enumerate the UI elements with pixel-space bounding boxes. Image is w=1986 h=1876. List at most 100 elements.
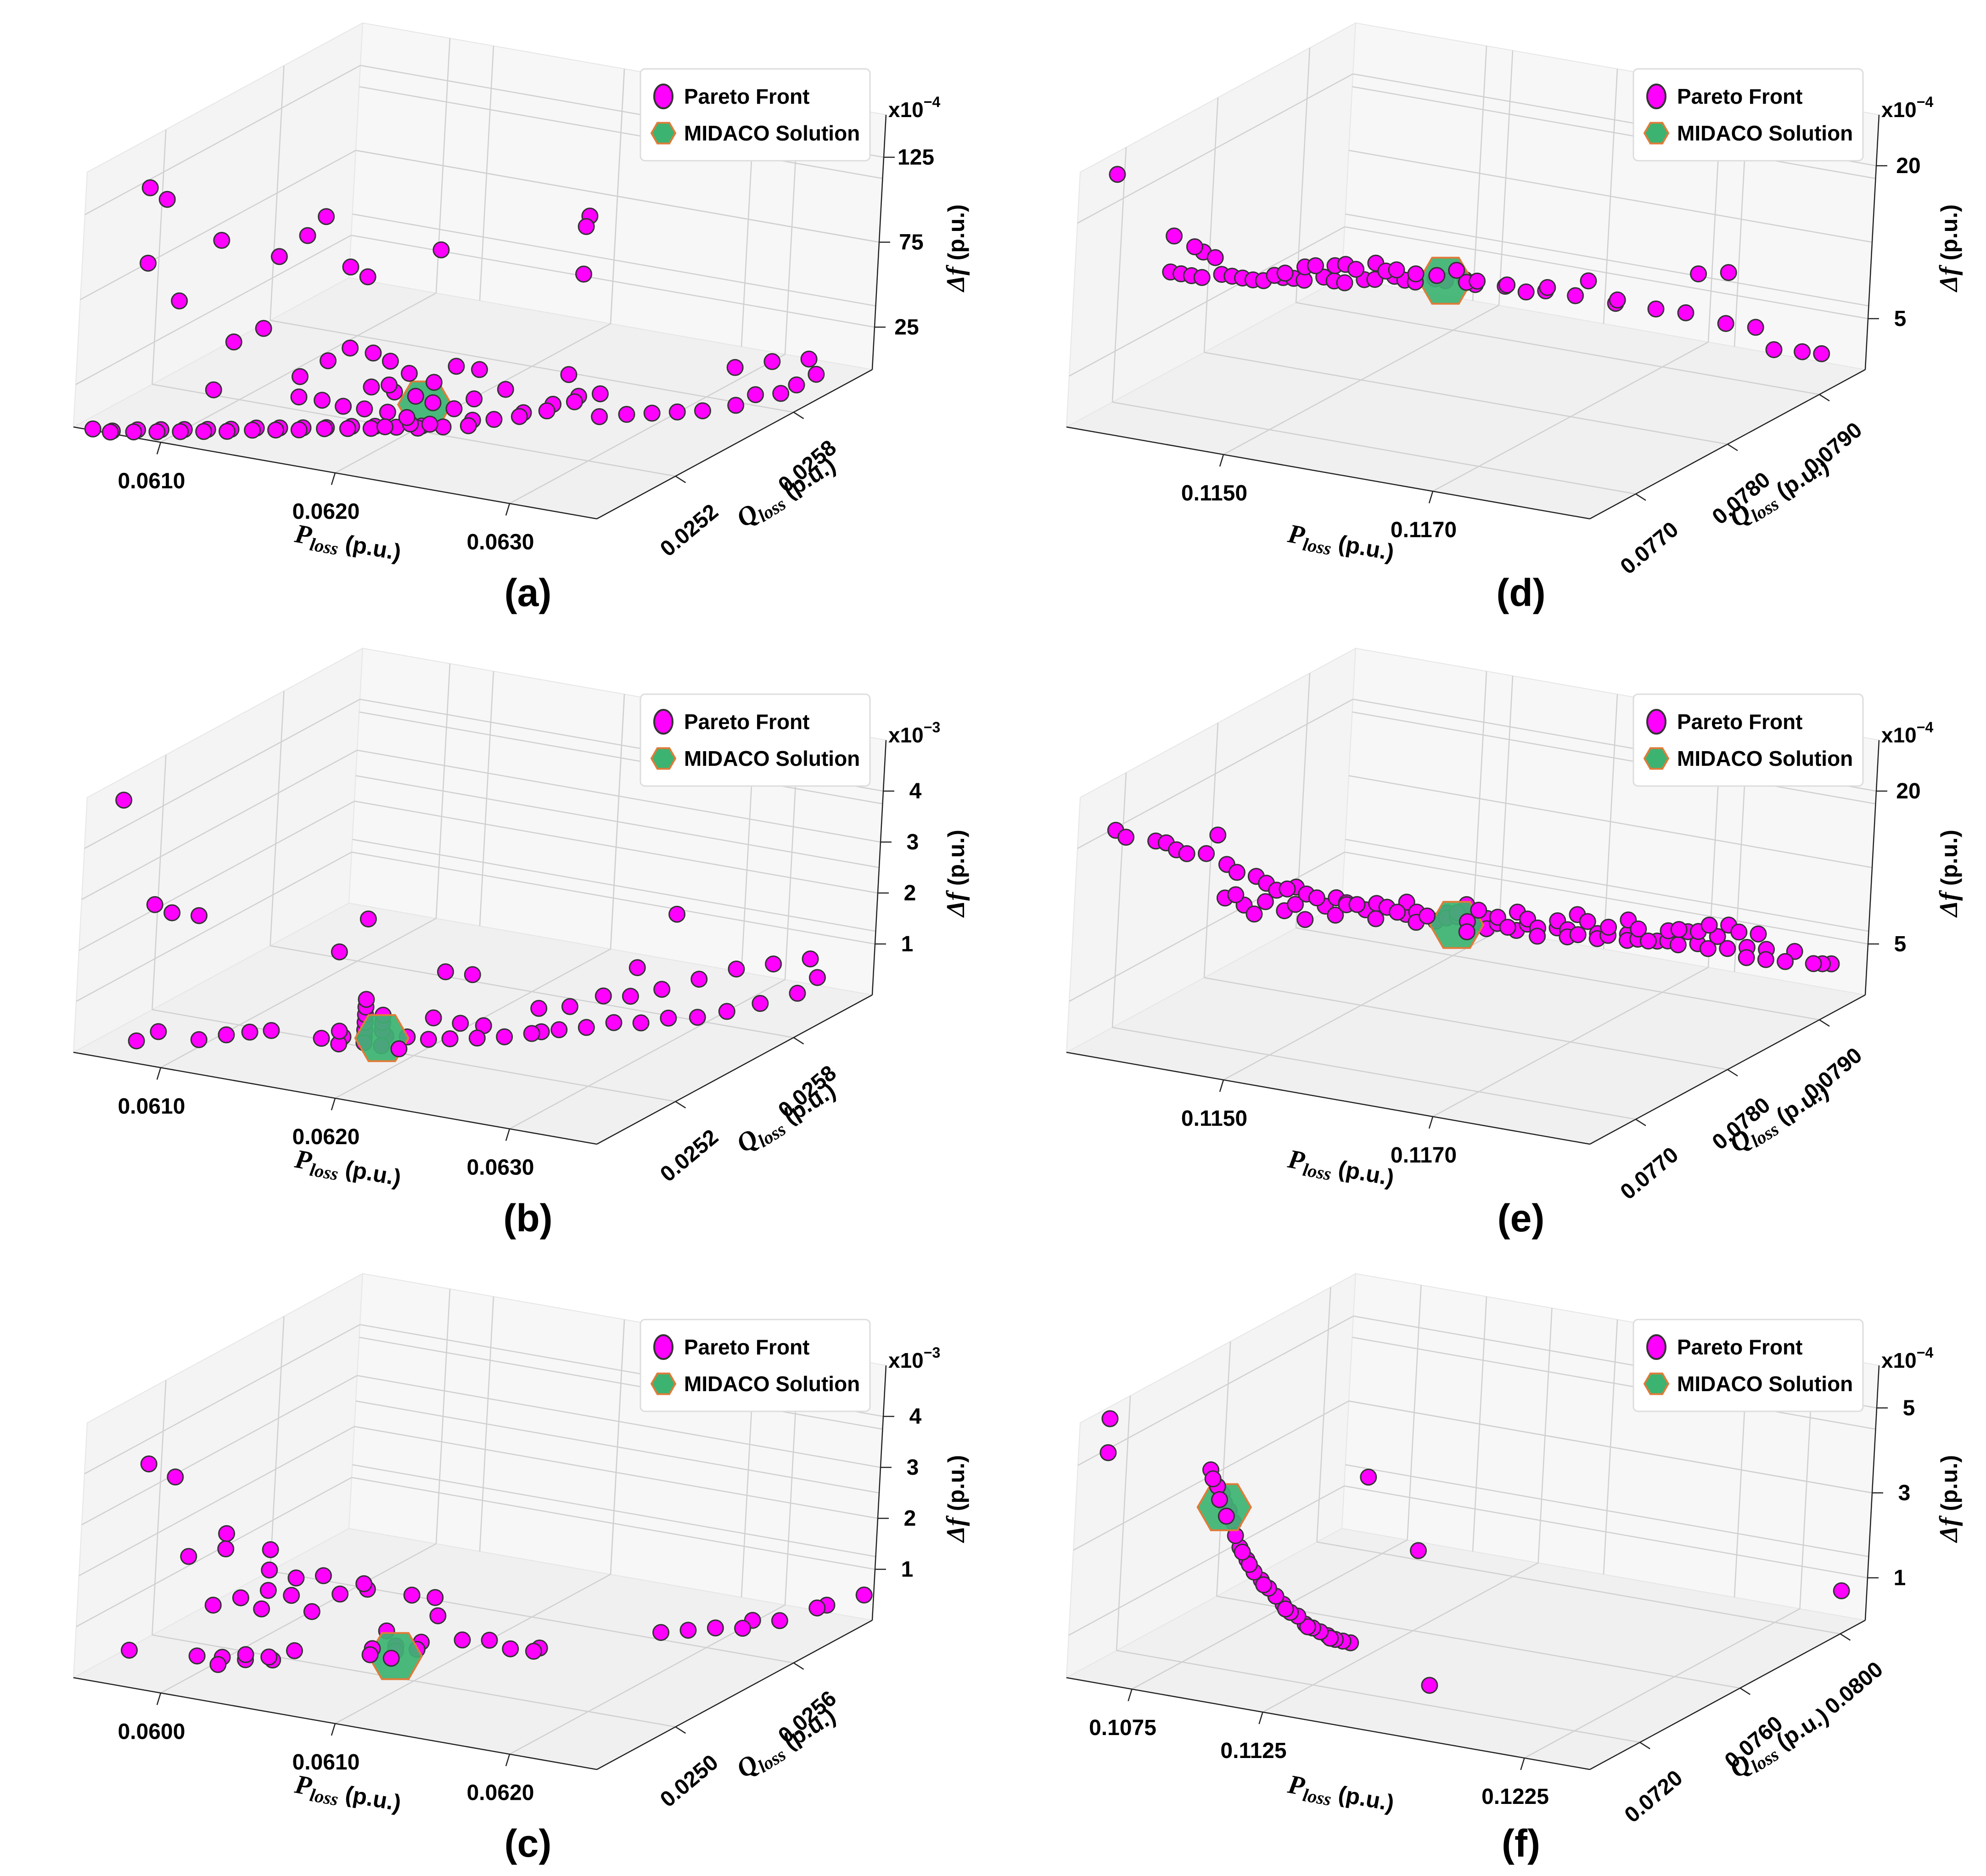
pareto-point (128, 1032, 145, 1050)
x-axis-label: Ploss (p.u.) (1285, 1769, 1397, 1821)
z-scale-factor: x10−4 (888, 94, 940, 122)
pareto-point (237, 1646, 254, 1663)
legend-pareto-label: Pareto Front (1677, 710, 1802, 734)
grid-y-floor (1296, 302, 1820, 395)
panel-label: (a) (505, 571, 552, 614)
pareto-point (1517, 283, 1535, 301)
y-tick-mark (1727, 444, 1738, 451)
x-axis-label: Ploss (p.u.) (1285, 518, 1397, 570)
pareto-point (361, 1646, 379, 1663)
grid-z-left (76, 851, 352, 1002)
pareto-point (511, 408, 528, 425)
legend-midaco-label: MIDACO Solution (1677, 1372, 1853, 1396)
grid-z-left (1077, 73, 1353, 224)
x-tick-mark (331, 1098, 336, 1111)
x-axis-line (1066, 1051, 1590, 1145)
pareto-point (1499, 919, 1516, 936)
pareto-point (1600, 919, 1617, 936)
pareto-point (437, 963, 454, 981)
pareto-point (466, 390, 483, 408)
pareto-point (1388, 261, 1405, 279)
pareto-point (287, 1569, 305, 1587)
grid-y-floor (1204, 352, 1728, 445)
grid-x-floor (335, 948, 611, 1099)
pareto-point (1709, 928, 1726, 945)
grid-z-left (79, 1426, 355, 1577)
pareto-point (204, 1596, 222, 1614)
grid-lines (76, 663, 884, 1129)
pareto-point (180, 1548, 197, 1565)
pareto-point (150, 1023, 167, 1040)
pareto-point (788, 376, 805, 393)
z-tick-label: 3 (907, 830, 919, 854)
z-scale-factor: x10−4 (1881, 719, 1933, 747)
grid-z-left (1069, 851, 1345, 1002)
pareto-point (191, 907, 208, 924)
grid-y-floor (1112, 1027, 1636, 1120)
pareto-point (209, 1656, 227, 1673)
pareto-point (1448, 262, 1465, 279)
x-axis-label-sub: loss (308, 534, 340, 559)
z-scale-base: x10 (888, 98, 924, 122)
grid-z-left (81, 749, 358, 900)
pareto-point (342, 339, 359, 357)
pareto-point (575, 265, 592, 283)
z-axis-label: Δf (p.u.) (1935, 830, 1963, 918)
pareto-point (314, 392, 331, 409)
pareto-point (253, 1600, 270, 1618)
legend-midaco-label: MIDACO Solution (684, 747, 860, 770)
pareto-point (679, 1622, 697, 1639)
y-axis-line (1589, 1619, 1866, 1770)
pareto-point (622, 988, 639, 1005)
pareto-point (1217, 1507, 1235, 1525)
grid-x-floor (160, 292, 437, 443)
grid-y-left (1203, 97, 1219, 353)
z-axis-label: Δf (p.u.) (1935, 1455, 1963, 1543)
grid-x-floor (1262, 1562, 1539, 1713)
grid-x-floor (509, 354, 785, 504)
chart-panel-f: 0.1075 0.1125 0.1225 0.0720 0.0760 0.0800 1 3 5 P… (993, 1251, 1986, 1876)
pareto-point (1700, 916, 1718, 934)
pareto-point (1639, 932, 1657, 950)
x-axis-label-unit: (p.u.) (337, 1780, 403, 1816)
pareto-point (808, 1599, 826, 1617)
z-tick-label: 5 (1903, 1396, 1915, 1421)
pareto-point (365, 344, 382, 362)
pareto-point (1407, 265, 1425, 282)
z-scale-base: x10 (1881, 1348, 1917, 1372)
pareto-point (618, 406, 635, 423)
pareto-point (1211, 1491, 1228, 1508)
legend-pareto-marker (653, 84, 673, 109)
x-tick-mark (156, 1067, 162, 1080)
y-tick-mark (1635, 1118, 1646, 1126)
z-axis-label-main: Δf (1935, 1515, 1963, 1543)
pareto-point (1717, 315, 1734, 332)
z-tick-label: 2 (904, 1506, 916, 1531)
chart-panel-c: 0.0600 0.0610 0.0620 0.0250 0.0256 1 2 3 4 Ploss … (0, 1251, 993, 1876)
z-axis-label-main: Δf (1935, 890, 1963, 918)
grid-z-left (79, 800, 355, 951)
y-axis-label-unit: (p.u.) (1766, 452, 1833, 507)
pareto-point (734, 1619, 752, 1637)
chart-panel-e: 0.1150 0.1170 0.0770 0.0780 0.0790 5 20 Ploss (… (993, 625, 1986, 1251)
pareto-point (1757, 951, 1774, 968)
legend-box (1633, 693, 1864, 787)
pareto-point (263, 1022, 280, 1039)
pareto-point (218, 1525, 236, 1542)
x-tick-label: 0.0630 (467, 530, 534, 555)
pareto-point (643, 404, 661, 422)
pareto-point (690, 971, 708, 988)
pareto-point (1307, 257, 1324, 275)
midaco-solution-point (1196, 1483, 1252, 1531)
x-axis-label-unit: (p.u.) (1330, 1780, 1396, 1816)
z-tick-label: 75 (899, 230, 923, 255)
pareto-point (538, 402, 555, 420)
pareto-point (1813, 345, 1830, 362)
y-tick-label: 0.0770 (1616, 1142, 1683, 1204)
legend-pareto-label: Pareto Front (684, 710, 809, 734)
pareto-point (502, 1640, 519, 1657)
pareto-point (1117, 829, 1135, 846)
pareto-point (205, 381, 222, 399)
pareto-point (331, 1585, 349, 1603)
